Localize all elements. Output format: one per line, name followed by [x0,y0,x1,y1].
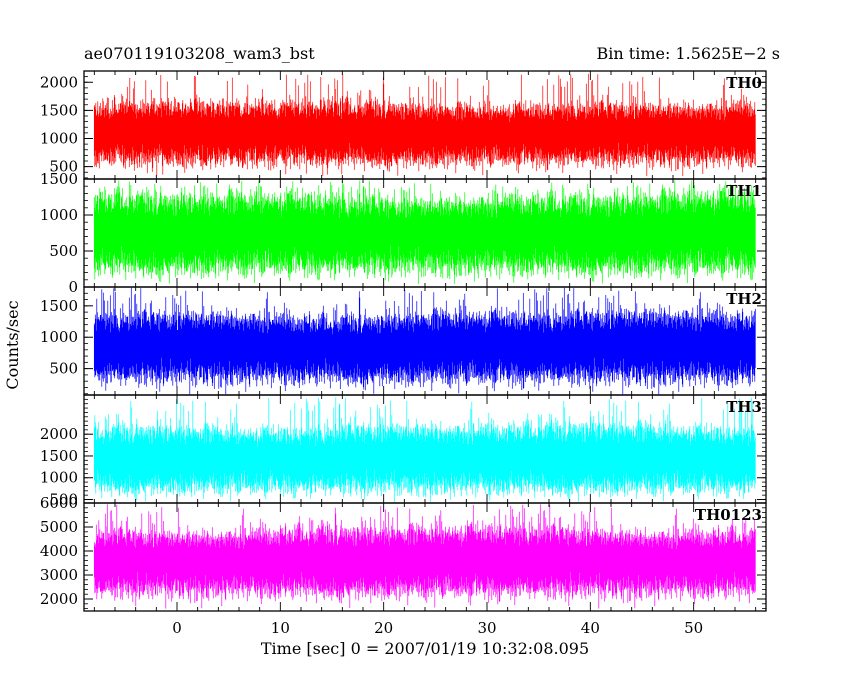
y-tick-label: 1000 [40,328,78,346]
series-th3 [93,397,756,503]
y-tick-label: 0 [68,278,78,296]
y-axis-label: Counts/sec [3,300,22,389]
x-tick-label: 10 [271,619,290,637]
x-tick-label: 40 [581,619,600,637]
series-th1 [93,180,756,285]
y-tick-label: 4000 [40,542,78,560]
y-tick-label: 1500 [40,170,78,188]
x-tick-label: 30 [477,619,496,637]
y-tick-label: 1500 [40,297,78,315]
y-tick-label: 1500 [40,447,78,465]
y-tick-label: 500 [49,242,78,260]
panel-th3: 500 1000 1500 2000 TH3 [40,394,767,509]
y-tick-label: 500 [49,491,78,509]
x-tick-label: 0 [172,619,182,637]
y-tick-label: 1000 [40,469,78,487]
y-tick-label: 1500 [40,101,78,119]
channel-label-th0123: TH0123 [695,506,762,524]
y-tick-label: 500 [49,360,78,378]
panels-group: 500 1000 1500 2000 TH0 0 500 1000 1500 TH1 500 1000… [40,70,767,612]
x-tick-label: 20 [374,619,393,637]
x-tick-label: 50 [684,619,703,637]
y-tick-label: 1000 [40,206,78,224]
panel-th0: 500 1000 1500 2000 TH0 [40,70,767,180]
x-axis-label: Time [sec] 0 = 2007/01/19 10:32:08.095 [261,639,589,658]
y-tick-label: 6000 [40,494,78,512]
channel-label-th0: TH0 [726,74,762,92]
panel-th2: 500 1000 1500 TH2 [40,286,767,396]
y-tick-label: 500 [49,158,78,176]
y-tick-label: 1000 [40,130,78,148]
series-th2 [93,287,756,395]
y-tick-label: 2000 [40,73,78,91]
channel-label-th3: TH3 [726,398,762,416]
series-th0123 [93,504,756,609]
channel-label-th2: TH2 [726,290,762,308]
y-tick-label: 5000 [40,518,78,536]
y-tick-label: 3000 [40,566,78,584]
series-th0 [93,73,756,177]
panel-th0123: 2000 3000 4000 5000 6000 TH0123 [40,494,767,612]
channel-label-th1: TH1 [726,182,762,200]
y-tick-label: 2000 [40,590,78,608]
x-axis: 0 10 20 30 40 50 [172,619,703,637]
panel-th1: 0 500 1000 1500 TH1 [40,170,767,296]
y-tick-label: 2000 [40,425,78,443]
bin-time-label: Bin time: 1.5625E−2 s [597,44,780,63]
observation-id-title: ae070119103208_wam3_bst [84,44,315,63]
